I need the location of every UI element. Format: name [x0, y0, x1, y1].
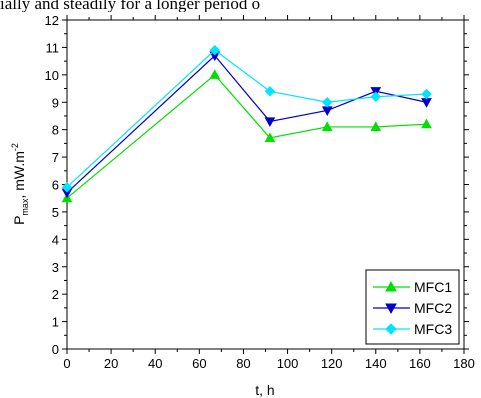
y-tick-label-11: 11	[46, 40, 60, 55]
series-layer	[61, 44, 432, 203]
series-line-mfc3	[66, 49, 427, 188]
y-tick-label-6: 6	[52, 178, 59, 193]
data-point-mfc3	[322, 97, 333, 108]
x-tick-label-100: 100	[277, 356, 299, 371]
series-mfc3	[61, 44, 432, 193]
legend-box	[365, 269, 460, 345]
data-point-mfc3	[370, 91, 381, 102]
x-tick-label-120: 120	[321, 356, 343, 371]
data-point-mfc1	[209, 69, 221, 79]
data-point-mfc3	[209, 44, 220, 56]
header-text-fragment: ially and steadily for a longer period o	[0, 0, 261, 12]
x-tick-label-40: 40	[148, 356, 162, 371]
y-tick-label-3: 3	[52, 260, 59, 275]
x-axis-label: t, h	[255, 382, 274, 398]
y-tick-label-8: 8	[52, 123, 59, 138]
y-axis-label-sub: max	[20, 198, 30, 216]
data-point-mfc1	[321, 121, 333, 132]
y-axis-label-rest: , mW.m	[11, 151, 27, 198]
y-tick-label-9: 9	[52, 95, 59, 110]
series-line-mfc2	[66, 54, 427, 194]
x-tick-label-80: 80	[236, 356, 250, 371]
legend-marker-mfc1	[385, 280, 397, 292]
data-point-mfc3	[61, 182, 73, 193]
legend-marker-mfc3	[385, 323, 397, 335]
y-tick-label-0: 0	[52, 342, 59, 357]
data-point-mfc1	[421, 118, 432, 129]
y-axis-label: Pmax, mW.m-2	[10, 143, 30, 225]
legend-label-mfc3: MFC3	[414, 321, 452, 337]
y-axis-label-main: P	[11, 216, 27, 225]
x-tick-label-180: 180	[453, 356, 475, 371]
x-tick-label-0: 0	[63, 356, 70, 371]
x-tick-label-20: 20	[104, 356, 118, 371]
x-tick-label-160: 160	[409, 356, 431, 371]
y-tick-label-1: 1	[52, 315, 59, 330]
legend-label-mfc2: MFC2	[414, 300, 452, 316]
y-tick-label-10: 10	[45, 68, 59, 83]
y-tick-label-4: 4	[52, 232, 59, 247]
y-tick-label-2: 2	[52, 287, 59, 302]
y-tick-label-5: 5	[52, 205, 59, 220]
data-point-mfc3	[264, 86, 276, 97]
data-point-mfc2	[264, 117, 276, 127]
series-mfc2	[61, 51, 432, 199]
y-tick-label-12: 12	[45, 13, 59, 28]
legend: MFC1 MFC2 MFC3	[365, 269, 460, 345]
series-line-mfc1	[66, 73, 427, 199]
x-tick-label-140: 140	[365, 356, 387, 371]
legend-label-mfc1: MFC1	[414, 279, 452, 295]
y-axis-label-sup: -2	[10, 143, 20, 151]
legend-marker-mfc2	[385, 303, 397, 315]
data-point-mfc1	[264, 132, 276, 142]
data-point-mfc1	[370, 121, 382, 132]
y-tick-label-7: 7	[52, 150, 59, 165]
x-tick-label-60: 60	[192, 356, 206, 371]
data-point-mfc2	[421, 98, 432, 108]
data-point-mfc3	[421, 88, 432, 100]
